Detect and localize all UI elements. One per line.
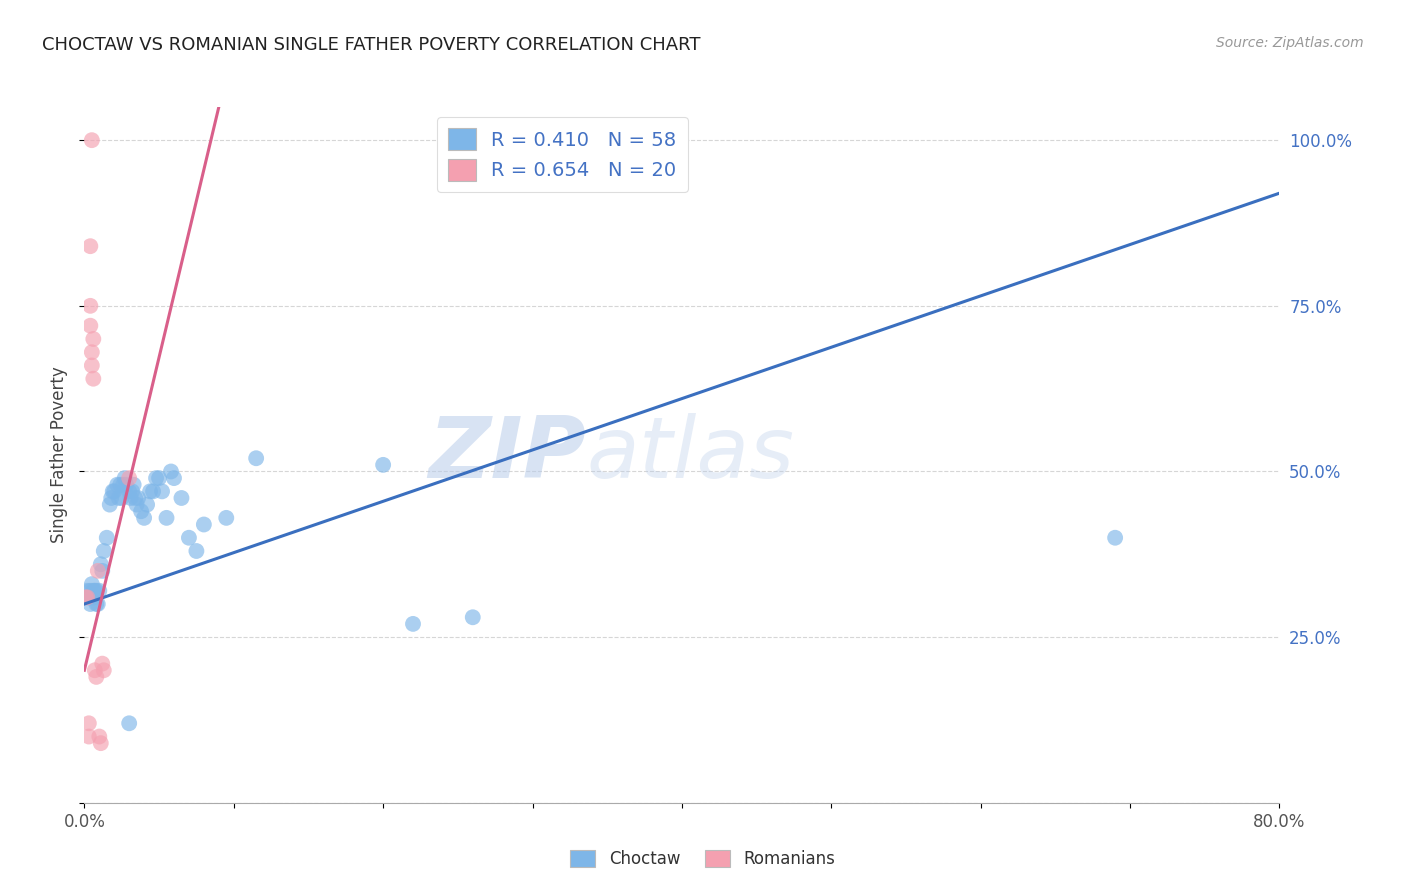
Point: [82, 583, 104, 598]
Point: [80, 591, 103, 605]
Point: [139, 484, 162, 499]
Point: [93, 663, 115, 677]
Point: [120, 491, 142, 505]
Point: [121, 484, 143, 499]
Point: [461, 610, 484, 624]
Point: [160, 465, 183, 479]
Point: [103, 484, 125, 499]
Point: [79, 583, 101, 598]
Text: Source: ZipAtlas.com: Source: ZipAtlas.com: [1216, 36, 1364, 50]
Point: [112, 477, 135, 491]
Text: CHOCTAW VS ROMANIAN SINGLE FATHER POVERTY CORRELATION CHART: CHOCTAW VS ROMANIAN SINGLE FATHER POVERT…: [42, 36, 700, 54]
Point: [114, 471, 136, 485]
Point: [186, 544, 208, 558]
Text: ZIP: ZIP: [429, 413, 586, 497]
Point: [1104, 531, 1126, 545]
Point: [150, 484, 173, 499]
Point: [118, 484, 141, 499]
Point: [89, 583, 111, 598]
Point: [142, 484, 165, 499]
Legend: Choctaw, Romanians: Choctaw, Romanians: [564, 843, 842, 875]
Point: [80, 359, 103, 373]
Point: [82, 332, 104, 346]
Point: [148, 471, 170, 485]
Point: [402, 616, 425, 631]
Point: [79, 318, 101, 333]
Text: atlas: atlas: [586, 413, 794, 497]
Point: [111, 491, 134, 505]
Point: [80, 133, 103, 147]
Point: [100, 491, 122, 505]
Point: [79, 239, 101, 253]
Point: [90, 736, 112, 750]
Point: [76, 583, 98, 598]
Y-axis label: Single Father Poverty: Single Father Poverty: [51, 367, 69, 543]
Point: [115, 477, 138, 491]
Point: [76, 591, 98, 605]
Point: [118, 716, 141, 731]
Point: [193, 517, 215, 532]
Point: [163, 471, 186, 485]
Point: [77, 730, 100, 744]
Point: [101, 484, 124, 499]
Point: [77, 716, 100, 731]
Point: [122, 477, 145, 491]
Point: [86, 597, 108, 611]
Point: [107, 491, 129, 505]
Point: [86, 583, 108, 598]
Point: [82, 372, 104, 386]
Point: [93, 544, 115, 558]
Point: [105, 477, 128, 491]
Point: [87, 597, 110, 611]
Point: [373, 458, 395, 472]
Point: [98, 498, 121, 512]
Point: [124, 491, 146, 505]
Point: [82, 591, 104, 605]
Point: [110, 477, 132, 491]
Point: [80, 577, 103, 591]
Legend: R = 0.410   N = 58, R = 0.654   N = 20: R = 0.410 N = 58, R = 0.654 N = 20: [437, 117, 688, 192]
Point: [80, 345, 103, 359]
Point: [87, 564, 110, 578]
Point: [83, 591, 105, 605]
Point: [77, 591, 100, 605]
Point: [91, 657, 114, 671]
Point: [127, 491, 149, 505]
Point: [245, 451, 267, 466]
Point: [170, 491, 193, 505]
Point: [91, 564, 114, 578]
Point: [155, 511, 177, 525]
Point: [83, 583, 105, 598]
Point: [86, 670, 108, 684]
Point: [129, 504, 152, 518]
Point: [125, 498, 148, 512]
Point: [118, 471, 141, 485]
Point: [79, 299, 101, 313]
Point: [83, 663, 105, 677]
Point: [215, 511, 238, 525]
Point: [177, 531, 200, 545]
Point: [145, 471, 167, 485]
Point: [79, 597, 101, 611]
Point: [90, 558, 112, 572]
Point: [75, 591, 97, 605]
Point: [89, 730, 111, 744]
Point: [96, 531, 118, 545]
Point: [132, 511, 156, 525]
Point: [136, 498, 159, 512]
